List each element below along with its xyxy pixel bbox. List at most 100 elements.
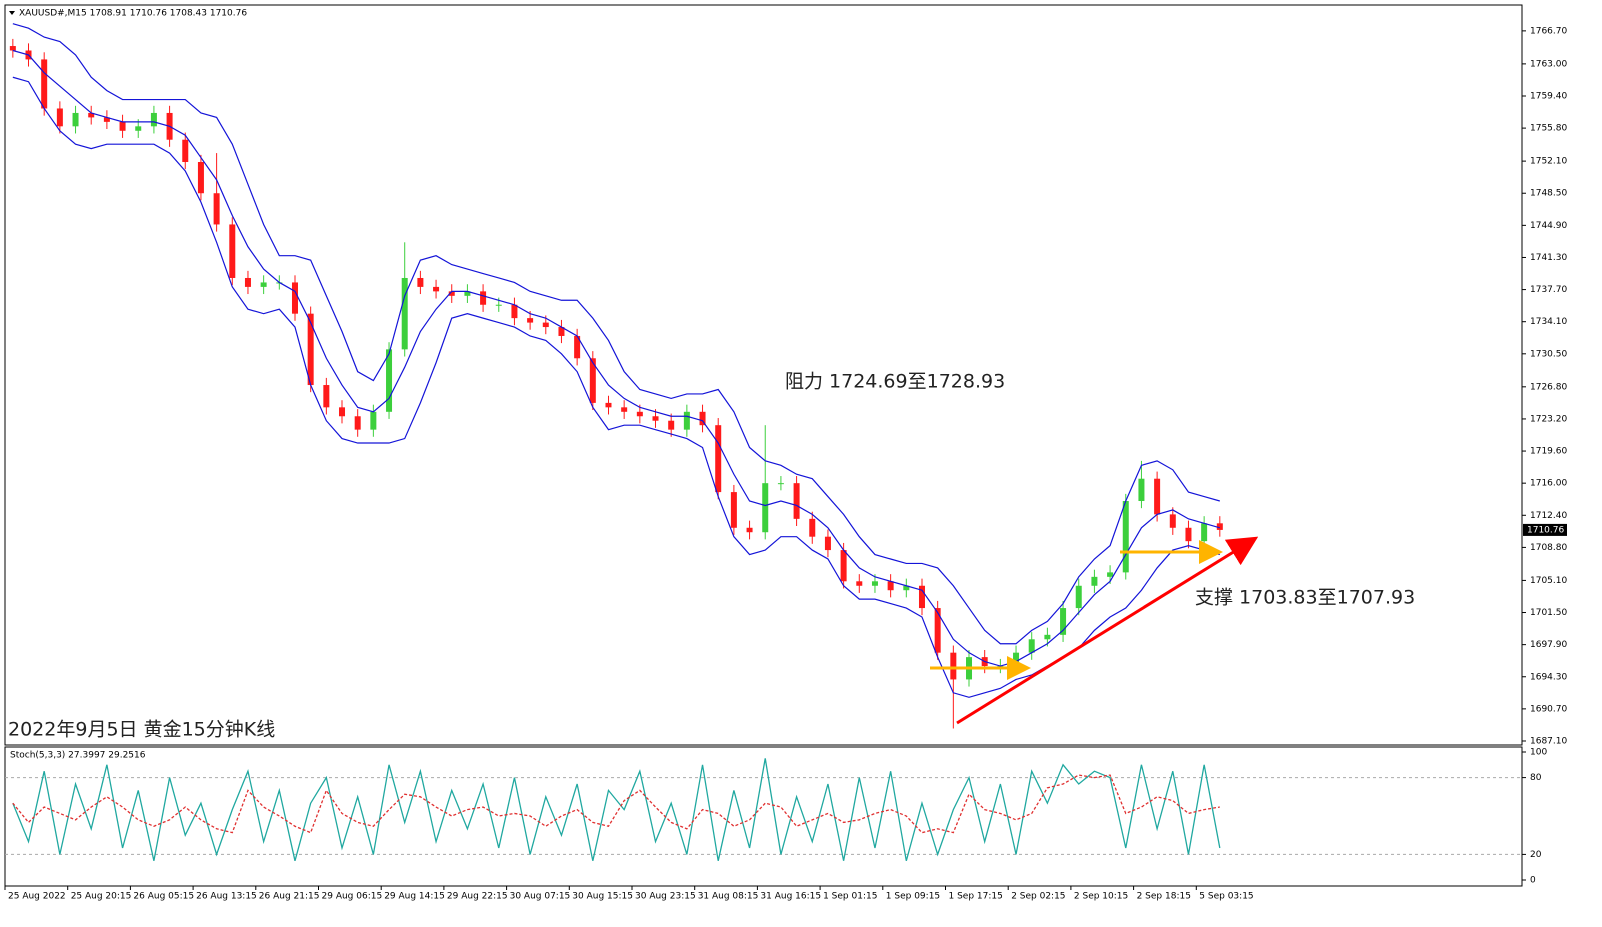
candle-body [621,407,628,412]
x-tick-label: 1 Sep 17:15 [949,892,1003,902]
candle-body [668,420,675,430]
y-tick-label: 1705.10 [1530,576,1567,586]
y-tick-label: 1694.30 [1530,672,1567,682]
y-tick-label: 1726.80 [1530,382,1567,392]
annotation: 阻力 1724.69至1728.93 [785,371,1005,393]
stoch-line [12,774,1220,834]
candle-body [119,121,126,131]
y-tick-label: 1748.50 [1530,189,1567,199]
candle-body [652,416,659,421]
x-tick-label: 30 Aug 23:15 [635,892,696,902]
candle-body [715,425,722,493]
candle-body [887,581,894,591]
x-tick-label: 26 Aug 13:15 [196,892,257,902]
candle-body [433,286,440,292]
candle-body [824,536,831,551]
candle-body [871,581,878,586]
y-tick-label: 1744.90 [1530,221,1567,231]
candle-body [1169,514,1176,528]
candle-body [339,407,346,417]
candle-body [636,411,643,417]
price-pane [4,4,1523,746]
candle-body [1107,572,1114,577]
y-tick-label: 0 [1530,876,1536,886]
candle-body [150,112,157,127]
y-tick-label: 1723.20 [1530,414,1567,424]
candle-body [260,282,267,287]
menu-icon[interactable] [9,11,15,15]
candle-body [41,59,48,109]
candle-body [1075,585,1082,609]
x-tick-label: 29 Aug 14:15 [384,892,445,902]
current-price: 1710.76 [1527,525,1564,535]
candle-body [244,277,251,287]
candle-body [291,282,298,314]
candle-body [56,108,63,127]
candle-body [480,291,487,305]
y-tick-label: 80 [1530,773,1542,783]
y-tick-label: 1690.70 [1530,704,1567,714]
candle-body [464,291,471,296]
candle-body [1138,478,1145,502]
x-tick-label: 30 Aug 15:15 [572,892,633,902]
candle-body [1044,634,1051,640]
candle-body [386,349,393,412]
candle-body [1201,523,1208,542]
x-tick-label: 5 Sep 03:15 [1199,892,1253,902]
candle-body [1013,652,1020,667]
candle-body [229,224,236,278]
candle-body [746,527,753,533]
candle-body [354,416,361,430]
candle-body [182,139,189,163]
candle-body [401,277,408,350]
y-tick-label: 1752.10 [1530,157,1567,167]
y-tick-label: 1766.70 [1530,26,1567,36]
x-tick-label: 26 Aug 05:15 [133,892,194,902]
y-tick-label: 1708.80 [1530,543,1567,553]
y-tick-label: 100 [1530,748,1547,758]
y-tick-label: 1687.10 [1530,736,1567,746]
candle-body [730,492,737,528]
chart-subtitle: 2022年9月5日 黄金15分钟K线 [8,719,275,741]
x-tick-label: 25 Aug 2022 [8,892,66,902]
candle-body [495,304,502,306]
annotation: 支撑 1703.83至1707.93 [1195,587,1415,609]
candle-body [448,291,455,296]
candle-body [307,313,314,386]
candle-body [1216,523,1223,530]
candle-body [683,411,690,430]
y-tick-label: 1741.30 [1530,253,1567,263]
candle-body [574,335,581,359]
x-tick-label: 31 Aug 16:15 [760,892,821,902]
candle-body [840,550,847,582]
y-tick-label: 1755.80 [1530,124,1567,134]
candle-body [511,304,518,319]
x-tick-label: 2 Sep 02:15 [1011,892,1065,902]
candle-body [1028,639,1035,653]
candle-body [527,318,534,323]
x-tick-label: 1 Sep 09:15 [886,892,940,902]
candle-body [809,518,816,537]
stoch-title: Stoch(5,3,3) 27.3997 29.2516 [10,751,146,761]
candle-body [213,193,220,225]
candle-body [72,112,79,127]
candle-body [88,112,95,118]
candle-body [542,322,549,328]
candle-body [135,126,142,131]
y-tick-label: 1716.00 [1530,479,1567,489]
y-tick-label: 1759.40 [1530,91,1567,101]
stoch-line [12,758,1221,861]
candle-body [793,483,800,519]
candle-body [605,402,612,408]
chart-title: XAUUSD#,M15 1708.91 1710.76 1708.43 1710… [19,9,247,19]
price-box [1523,523,1567,536]
y-tick-label: 1734.10 [1530,317,1567,327]
candle-body [558,327,565,336]
candle-body [1154,478,1161,515]
candle-body [9,46,16,51]
bollinger-upper [12,23,1220,645]
candle-body [918,585,925,609]
candle-body [589,358,596,403]
